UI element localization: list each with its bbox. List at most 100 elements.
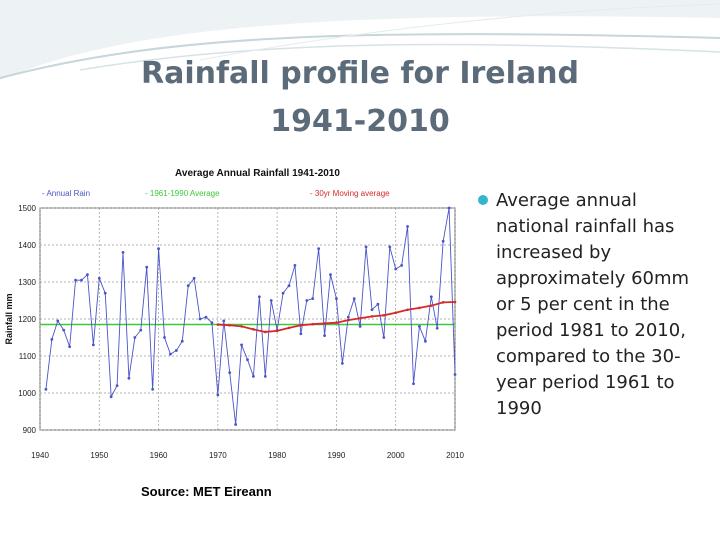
annual-rain-point bbox=[68, 345, 72, 349]
annual-rain-point bbox=[376, 302, 380, 306]
moving-average-point bbox=[299, 323, 303, 327]
moving-average-point bbox=[370, 315, 374, 318]
legend-entry: - Annual Rain bbox=[42, 189, 90, 198]
annual-rain-point bbox=[364, 245, 368, 249]
annual-rain-point bbox=[115, 384, 119, 387]
annual-rain-point bbox=[50, 337, 54, 341]
annual-rain-point bbox=[234, 423, 238, 426]
annual-rain-point bbox=[151, 387, 155, 391]
annual-rain-point bbox=[86, 273, 89, 276]
x-tick-label: 1950 bbox=[90, 451, 108, 460]
annual-rain-point bbox=[56, 319, 60, 323]
annual-rain-point bbox=[335, 297, 338, 301]
moving-average-point bbox=[240, 325, 243, 328]
annual-rain-point bbox=[121, 251, 125, 254]
moving-average-point bbox=[418, 306, 421, 310]
annual-rain-point bbox=[222, 319, 226, 323]
annual-rain-point bbox=[252, 374, 255, 378]
annual-rain-point bbox=[340, 362, 344, 365]
bullet-point-icon bbox=[478, 195, 488, 205]
y-tick-label: 1200 bbox=[18, 315, 36, 324]
moving-average-point bbox=[335, 321, 338, 324]
annual-rain-point bbox=[418, 325, 421, 328]
y-axis-label: Rainfall mm bbox=[4, 293, 14, 344]
x-tick-label: 2010 bbox=[446, 451, 464, 460]
annual-rain-point bbox=[346, 315, 350, 319]
annual-rain-point bbox=[91, 343, 95, 347]
annual-rain-point bbox=[192, 276, 196, 280]
moving-average-point bbox=[406, 308, 409, 312]
moving-average-point bbox=[441, 301, 445, 304]
moving-average-point bbox=[453, 300, 457, 304]
annual-rain-point bbox=[429, 295, 433, 299]
annual-rain-point bbox=[240, 343, 243, 347]
annual-rain-point bbox=[441, 239, 445, 243]
x-tick-label: 1970 bbox=[209, 451, 227, 460]
y-tick-label: 1100 bbox=[19, 352, 37, 361]
annual-rain-point bbox=[358, 325, 362, 328]
legend-entry: - 30yr Moving average bbox=[310, 189, 390, 198]
annual-rain-point bbox=[210, 321, 214, 325]
annual-rain-point bbox=[323, 334, 326, 338]
annual-rain-point bbox=[127, 376, 131, 380]
annual-rain-point bbox=[435, 326, 439, 330]
annual-rain-point bbox=[311, 297, 315, 301]
slide-title-line2: 1941-2010 bbox=[270, 104, 450, 139]
y-tick-label: 1000 bbox=[18, 389, 36, 398]
annual-rain-point bbox=[204, 315, 208, 319]
annual-rain-point bbox=[97, 276, 101, 280]
moving-average-point bbox=[287, 326, 291, 330]
chart-title: Average Annual Rainfall 1941-2010 bbox=[175, 168, 340, 179]
annual-rain-point bbox=[400, 263, 404, 267]
annual-rain-point bbox=[103, 291, 107, 295]
annual-rain-point bbox=[246, 358, 249, 362]
annual-rain-point bbox=[174, 349, 178, 352]
annual-rain-point bbox=[74, 278, 77, 282]
annual-rain-point bbox=[157, 247, 160, 251]
x-tick-label: 1960 bbox=[150, 451, 168, 460]
moving-average-point bbox=[346, 318, 350, 322]
moving-average-point bbox=[311, 322, 315, 326]
moving-average-point bbox=[323, 322, 326, 325]
x-tick-label: 1990 bbox=[328, 451, 346, 460]
moving-average-point bbox=[394, 311, 398, 315]
y-tick-label: 1400 bbox=[18, 241, 36, 250]
annual-rain-point bbox=[453, 373, 457, 376]
annual-rain-point bbox=[228, 371, 232, 375]
x-tick-label: 1940 bbox=[31, 451, 49, 460]
moving-average-point bbox=[263, 330, 267, 334]
moving-average-point bbox=[216, 323, 220, 326]
annual-rain-point bbox=[447, 206, 451, 210]
moving-average-point bbox=[358, 316, 362, 320]
annual-rain-line bbox=[45, 207, 456, 425]
rainfall-chart: 900 1000 1100 1200 1300 1400 1500 1940 1950 1960 1… bbox=[0, 158, 465, 470]
source-caption: Source: MET Eireann bbox=[141, 484, 272, 499]
rainfall-chart-svg: 900 1000 1100 1200 1300 1400 1500 1940 1950 1960 1… bbox=[4, 168, 464, 460]
annual-rain-point bbox=[180, 339, 184, 343]
y-tick-label: 1500 bbox=[18, 204, 36, 213]
annual-rain-point bbox=[257, 295, 261, 299]
legend-entry: - 1961-1990 Average bbox=[145, 189, 220, 198]
y-tick-label: 900 bbox=[23, 426, 37, 435]
annual-rain-point bbox=[423, 339, 427, 343]
moving-average-point bbox=[252, 328, 255, 331]
annual-rain-point bbox=[406, 225, 409, 228]
annual-rain-point bbox=[80, 278, 83, 282]
x-tick-label: 2000 bbox=[387, 451, 405, 460]
annual-rain-point bbox=[133, 336, 137, 339]
annual-rain-point bbox=[263, 374, 267, 378]
annual-rain-point bbox=[44, 387, 48, 391]
annual-rain-point bbox=[163, 336, 166, 339]
annual-rain-point bbox=[145, 265, 149, 269]
annual-rain-point bbox=[299, 332, 303, 336]
annual-rain-point bbox=[293, 263, 297, 267]
annual-rain-point bbox=[169, 352, 172, 356]
annual-rain-point bbox=[269, 299, 273, 302]
moving-average-point bbox=[275, 329, 279, 333]
annual-rain-point bbox=[394, 267, 398, 271]
slide-title-line1: Rainfall profile for Ireland bbox=[140, 56, 580, 91]
annual-rain-point bbox=[139, 328, 143, 332]
annual-rain-point bbox=[382, 336, 386, 339]
annual-rain-point bbox=[287, 284, 291, 288]
annual-rain-point bbox=[329, 273, 332, 276]
